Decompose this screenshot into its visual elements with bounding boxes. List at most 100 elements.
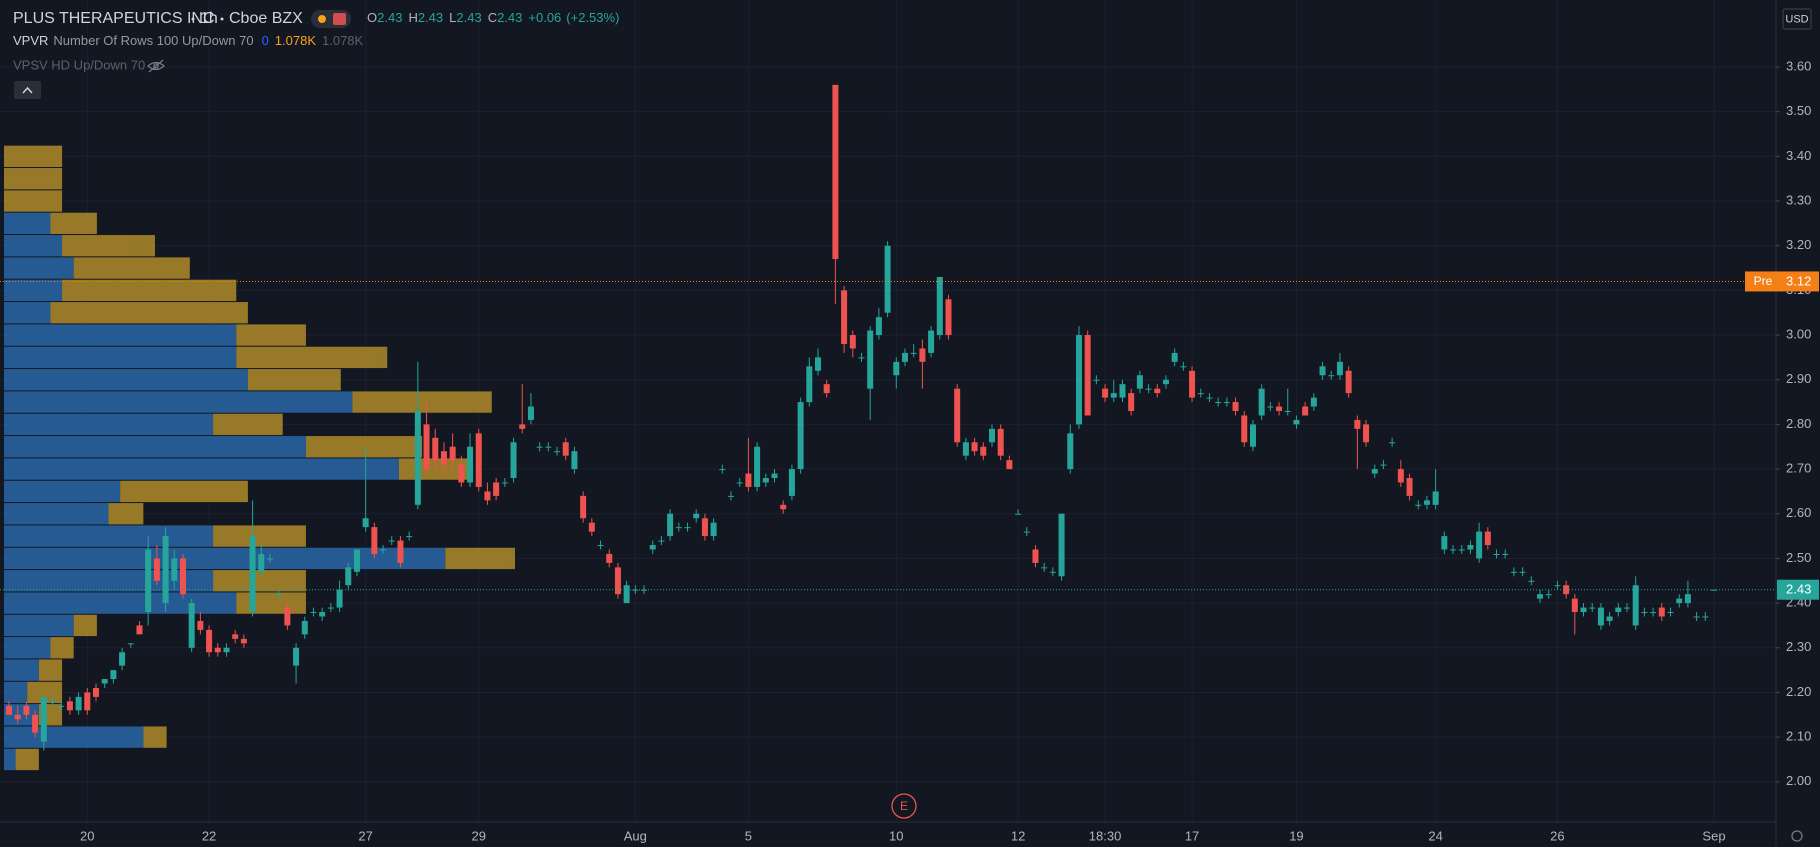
candle-body [954,388,961,443]
candle-body [423,424,430,470]
settings-icon[interactable] [1791,830,1803,842]
x-tick-label: 18:30 [1089,828,1122,843]
y-tick-label: 2.70 [1786,461,1811,476]
candle-body [1023,531,1030,533]
profile-up [4,614,74,637]
profile-up [4,503,109,525]
candle-body [1363,424,1370,443]
eye-slash [148,59,164,73]
candle-body [6,705,12,715]
candle-body [832,84,839,260]
candle-body [1302,406,1309,416]
candle-body [1110,393,1117,398]
candle-body [1180,366,1187,368]
vpvr-name: VPVR [13,33,48,48]
x-tick-label: 29 [472,828,486,843]
profile-down [27,681,63,704]
candle-body [327,607,334,609]
candle-body [536,446,543,448]
candle-body [406,536,413,538]
candle-body [1537,594,1544,599]
candle-body [397,540,404,563]
profile-down [4,145,63,168]
eye-pupil [153,63,159,69]
candle-body [658,540,665,542]
candle-body [571,451,578,470]
y-tick-label: 2.50 [1786,550,1811,565]
candle-body [493,482,500,496]
candle-body [1162,379,1169,385]
y-tick-label: 2.00 [1786,773,1811,788]
candle-body [919,348,926,362]
candle-body [162,536,169,604]
x-tick-label: 5 [745,828,752,843]
axes: 2.002.102.202.302.402.502.602.702.802.90… [80,58,1819,843]
candle-body [1423,500,1430,505]
candle-body [1006,460,1013,470]
profile-down [213,525,306,547]
profile-down [445,547,515,570]
collapse-button-bg [14,81,41,99]
legend-key: L [449,10,456,25]
vpvr-legend: VPVR Number Of Rows 100 Up/Down 70 0 1.078K… [13,33,364,48]
candle-body [1554,585,1561,587]
profile-down [247,369,341,391]
candle-body [188,603,195,648]
candle-body [388,540,395,542]
earnings-circle [891,793,917,819]
candle-body [1693,616,1700,618]
vpvr-settings: Number Of Rows 100 Up/Down 70 [53,33,253,48]
profile-down [305,436,423,458]
candle-body [1267,406,1274,408]
legend-key: O [367,10,377,25]
interval[interactable]: 1h [200,10,218,27]
candle-body [440,451,447,465]
candle-body [127,643,134,645]
candle-body [336,589,343,608]
candle-body [1145,388,1152,390]
y-tick-label: 2.90 [1786,371,1811,386]
separator [191,17,195,21]
candle-body [1284,411,1291,412]
earnings-marker[interactable]: E [891,793,917,819]
hidden-eye-icon[interactable] [147,59,165,73]
profile-down [50,212,97,235]
candle-body [1632,585,1639,626]
candle-body [66,701,73,711]
candle-body [580,495,587,519]
candle-body [1128,393,1135,411]
candle-body [458,464,465,483]
x-tick-label: 17 [1185,828,1199,843]
profile-up [4,391,353,413]
candle-body [1450,549,1457,551]
collapse-button[interactable] [14,81,41,99]
profile-up [4,592,237,614]
y-tick-label: 3.50 [1786,103,1811,118]
candle-body [823,384,830,394]
profile-down [4,168,63,190]
candle-body [1571,598,1578,613]
profile-up [4,235,63,257]
currency-box[interactable] [1782,8,1812,30]
profile-up [4,302,51,324]
candle-body [1171,352,1178,362]
candle-body [1276,406,1283,411]
y-tick-label: 3.20 [1786,237,1811,252]
legend-change-pct: (+2.53%) [566,10,619,25]
candle-body [371,527,378,554]
candle-body [675,527,682,529]
candles [6,84,1717,751]
candle-body [1345,370,1352,394]
candle-body [971,442,978,452]
candle-body [510,442,517,479]
candle-body [710,522,717,537]
pre-price-box [1781,271,1819,292]
candle-body [258,553,265,572]
candle-body [1215,402,1222,404]
candle-body [484,491,491,501]
candle-body [606,553,613,563]
candle-body [910,352,917,354]
candle-body [145,549,152,613]
x-tick-label: Sep [1702,828,1725,843]
